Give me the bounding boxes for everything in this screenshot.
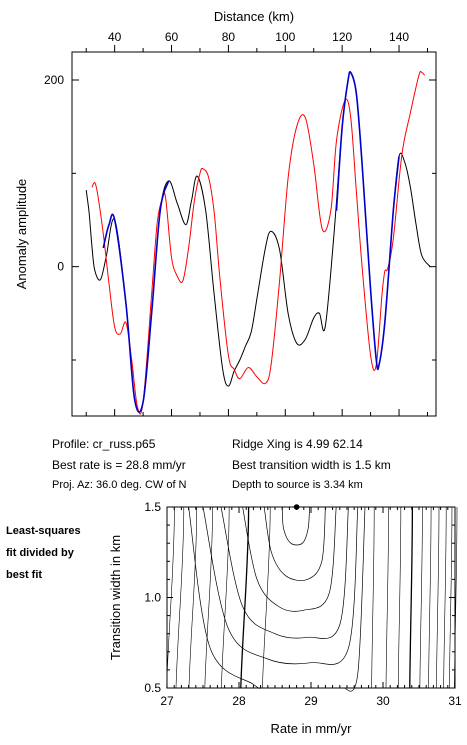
anomaly-plot-frame	[71, 51, 437, 417]
observed-profile-line	[85, 71, 431, 413]
anomaly-chart: 40 60 80 100 120 140 0 200 Distance (km) Anomal…	[14, 9, 437, 417]
ridge-crossing-label: Ridge Xing is 4.99 62.14	[232, 437, 363, 451]
transition-width-axis-label: Transition width in km	[108, 535, 123, 660]
width-tick-label: 0.5	[144, 681, 161, 695]
contour-line-vertical	[262, 506, 271, 689]
distance-tick-label: 40	[108, 30, 122, 44]
contour-line-vertical	[397, 506, 402, 689]
contour-line-vertical	[175, 506, 185, 689]
projection-azimuth-label: Proj. Az: 36.0 deg. CW of N	[52, 479, 187, 491]
fitted-segment-line-1	[102, 180, 170, 413]
profile-label: Profile: cr_russ.p65	[52, 437, 156, 451]
distance-tick-label: 80	[222, 30, 236, 44]
width-tick-label: 1.5	[144, 500, 161, 514]
contour-line-vertical	[188, 506, 198, 689]
contour-line-curved	[242, 506, 337, 612]
contour-line-curved	[202, 506, 359, 665]
amplitude-tick-label: 0	[57, 260, 64, 274]
depth-to-source-label: Depth to source is 3.34 km	[232, 479, 363, 491]
best-transition-label: Best transition width is 1.5 km	[232, 458, 391, 472]
contour-lines-group	[166, 506, 458, 692]
contour-description-line-3: best fit	[6, 569, 43, 581]
contour-line-vertical	[409, 506, 414, 689]
contour-description-line-1: Least-squares	[6, 525, 81, 537]
contour-line-curved	[220, 506, 349, 639]
rate-tick-label: 27	[160, 694, 174, 708]
rate-tick-label: 30	[376, 694, 390, 708]
contour-description: Least-squares fit divided by best fit	[6, 520, 81, 586]
contour-axis-ticks: 27 28 29 30 31 0.5 1.0 1.5	[144, 500, 462, 708]
contour-line-vertical	[419, 506, 423, 689]
distance-axis-label: Distance (km)	[214, 9, 294, 24]
rate-axis-label: Rate in mm/yr	[271, 721, 353, 736]
contour-line-vertical	[385, 506, 389, 689]
contour-description-line-2: fit divided by	[6, 547, 74, 559]
contour-line-vertical	[428, 506, 432, 689]
contour-line-curved	[263, 506, 326, 581]
rate-tick-label: 28	[232, 694, 246, 708]
distance-tick-label: 140	[389, 30, 409, 44]
width-tick-label: 1.0	[144, 591, 161, 605]
contour-line-curved	[281, 506, 310, 546]
contour-line-vertical	[371, 506, 375, 689]
best-rate-label: Best rate is = 28.8 mm/yr	[52, 458, 186, 472]
contour-line-curved	[343, 506, 366, 692]
distance-tick-label: 60	[165, 30, 179, 44]
best-fit-point	[293, 504, 300, 510]
contour-line-vertical	[240, 506, 250, 689]
rate-tick-label: 31	[448, 694, 462, 708]
contour-line-vertical	[436, 506, 440, 689]
contour-line-vertical	[454, 506, 458, 689]
rate-tick-label: 29	[304, 694, 318, 708]
amplitude-axis-label: Anomaly amplitude	[14, 179, 29, 290]
contour-line-curved	[188, 506, 261, 689]
contour-line-vertical	[204, 506, 213, 689]
misfit-contour-chart: 27 28 29 30 31 0.5 1.0 1.5 Rate in mm/yr Transi…	[108, 500, 462, 736]
distance-tick-label: 100	[275, 30, 295, 44]
anomaly-series-group	[85, 70, 431, 415]
distance-tick-label: 120	[332, 30, 352, 44]
amplitude-tick-label: 200	[44, 73, 64, 87]
contour-line-vertical	[443, 506, 447, 689]
anomaly-axis-ticks: 40 60 80 100 120 140 0 200	[44, 30, 436, 416]
model-profile-line	[91, 70, 425, 415]
fitted-segment-line-2	[335, 71, 400, 371]
contour-line-vertical	[221, 506, 230, 689]
